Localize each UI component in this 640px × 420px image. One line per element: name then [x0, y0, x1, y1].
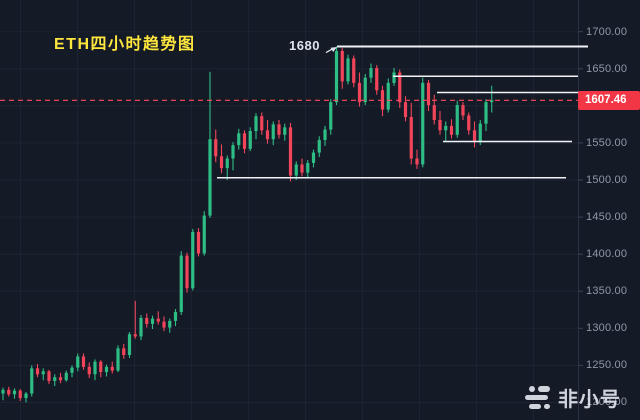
- price-axis-label: 1200.00: [586, 396, 628, 409]
- price-axis-label: 1550.00: [586, 136, 628, 149]
- price-axis-label: 1700.00: [586, 25, 628, 38]
- feixiaohao-logo-text: 非小号: [558, 389, 621, 411]
- feixiaohao-logo-icon: [525, 386, 552, 409]
- peak-price-annotation: 1680: [289, 37, 320, 53]
- current-price-badge: 1607.46: [578, 90, 640, 110]
- price-axis-label: 1450.00: [586, 211, 628, 224]
- price-axis-label: 1650.00: [586, 62, 628, 75]
- price-axis-label: 1400.00: [586, 248, 628, 261]
- price-axis-label: 1300.00: [586, 322, 628, 335]
- price-axis-label: 1500.00: [586, 174, 628, 186]
- price-axis-label: 1250.00: [586, 359, 628, 372]
- chart-title: ETH四小时趋势图: [54, 36, 196, 53]
- feixiaohao-watermark: 非小号: [525, 383, 621, 412]
- price-axis-label: 1350.00: [586, 285, 628, 298]
